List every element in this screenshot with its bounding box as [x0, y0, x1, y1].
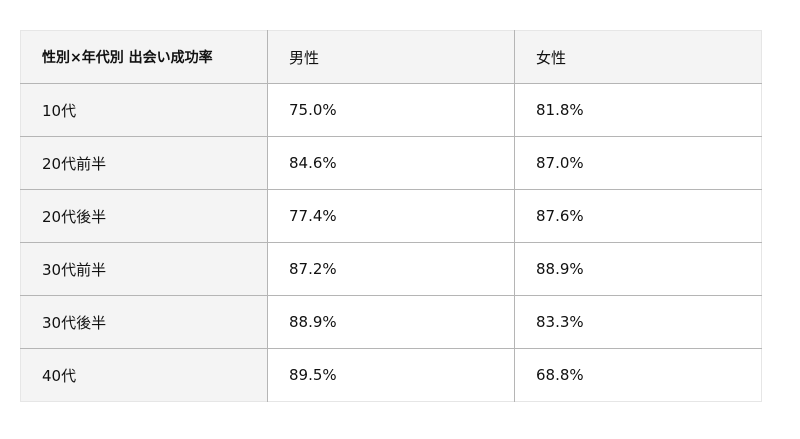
age-group-cell: 30代後半 [20, 295, 268, 349]
male-rate-cell: 87.2% [267, 242, 515, 296]
female-rate-cell: 88.9% [514, 242, 762, 296]
table-row: 10代 75.0% 81.8% [20, 83, 762, 137]
male-rate-cell: 89.5% [267, 348, 515, 402]
table-row: 30代前半 87.2% 88.9% [20, 242, 762, 296]
male-rate-cell: 88.9% [267, 295, 515, 349]
header-row: 性別×年代別 出会い成功率 男性 女性 [20, 30, 762, 84]
female-rate-cell: 87.0% [514, 136, 762, 190]
success-rate-table: 性別×年代別 出会い成功率 男性 女性 10代 75.0% 81.8% 20代前半 84… [20, 30, 762, 402]
table-row: 30代後半 88.9% 83.3% [20, 295, 762, 349]
male-rate-cell: 84.6% [267, 136, 515, 190]
age-group-cell: 30代前半 [20, 242, 268, 296]
age-group-cell: 40代 [20, 348, 268, 402]
male-rate-cell: 77.4% [267, 189, 515, 243]
female-rate-cell: 81.8% [514, 83, 762, 137]
male-rate-cell: 75.0% [267, 83, 515, 137]
header-category: 性別×年代別 出会い成功率 [20, 30, 268, 84]
female-rate-cell: 68.8% [514, 348, 762, 402]
age-group-cell: 20代後半 [20, 189, 268, 243]
header-female: 女性 [514, 30, 762, 84]
header-male: 男性 [267, 30, 515, 84]
table-row: 20代前半 84.6% 87.0% [20, 136, 762, 190]
age-group-cell: 10代 [20, 83, 268, 137]
table-row: 20代後半 77.4% 87.6% [20, 189, 762, 243]
female-rate-cell: 87.6% [514, 189, 762, 243]
table-row: 40代 89.5% 68.8% [20, 348, 762, 402]
age-group-cell: 20代前半 [20, 136, 268, 190]
female-rate-cell: 83.3% [514, 295, 762, 349]
